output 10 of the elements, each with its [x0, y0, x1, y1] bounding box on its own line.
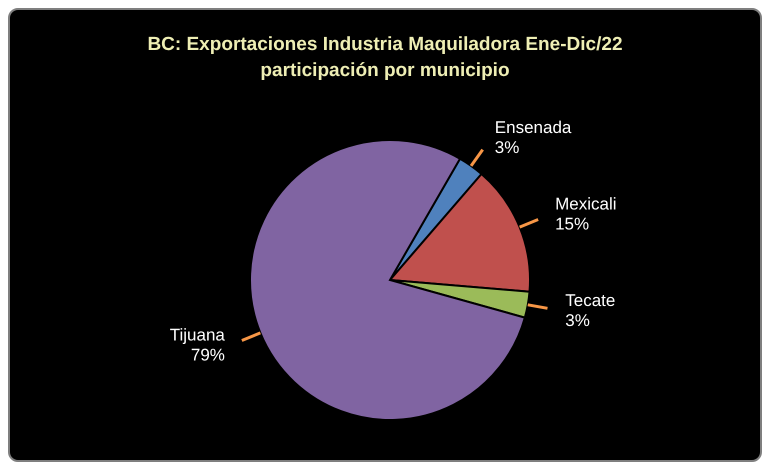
slice-label: Tijuana [170, 326, 226, 345]
chart-title: BC: Exportaciones Industria Maquiladora Ene-Dic/22 [146, 33, 624, 57]
chart-subtitle: participación por municipio [259, 59, 511, 83]
slice-label: Tecate [565, 290, 616, 310]
data-label: 3% [494, 138, 520, 158]
data-label: 3% [565, 310, 590, 330]
slice-label: Mexicali [555, 194, 617, 214]
data-label: 15% [555, 214, 590, 234]
slice-label: Ensenada [494, 118, 572, 138]
data-label: 79% [190, 346, 225, 365]
